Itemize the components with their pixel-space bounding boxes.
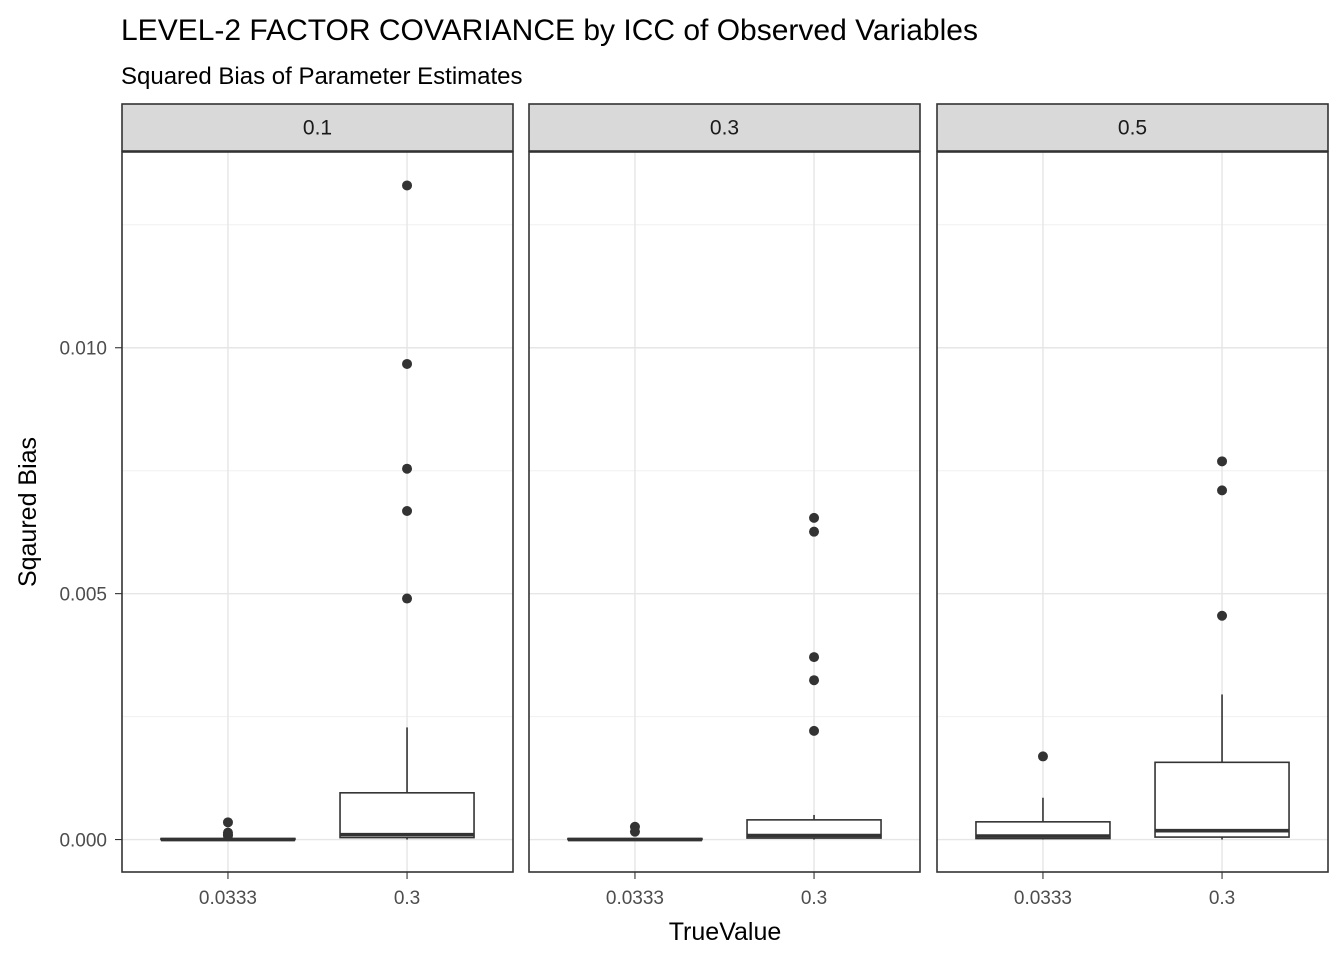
chart-subtitle: Squared Bias of Parameter Estimates <box>121 63 523 90</box>
y-tick-label: 0.000 <box>59 831 107 852</box>
outlier-point <box>222 830 233 841</box>
x-tick-label: 0.3 <box>1209 888 1235 909</box>
facet-panel: 0.5 0.0333 0.3 <box>936 103 1329 909</box>
boxplot <box>975 751 1111 840</box>
outlier-point <box>809 526 820 537</box>
outlier-point <box>1217 456 1228 467</box>
chart-title: LEVEL-2 FACTOR COVARIANCE by ICC of Obse… <box>121 14 978 47</box>
outlier-point <box>809 652 820 663</box>
outlier-point <box>402 358 413 369</box>
boxplot <box>746 512 882 840</box>
facet-strip <box>121 103 514 152</box>
facet-panel: 0.3 0.0333 0.3 <box>528 103 921 909</box>
outlier-point <box>402 593 413 604</box>
box <box>1154 761 1290 838</box>
outlier-point <box>1217 485 1228 496</box>
box <box>339 792 475 839</box>
x-tick-label: 0.0333 <box>199 888 257 909</box>
facet-strip-label: 0.1 <box>303 117 332 140</box>
outlier-point <box>222 817 233 828</box>
y-tick-label: 0.005 <box>59 585 107 606</box>
facet-panels: 0.1 0.0333 0.3 0.3 0.0333 0.3 0.5 0.0333 0.3 <box>121 103 1329 909</box>
x-tick-label: 0.0333 <box>1014 888 1072 909</box>
outlier-point <box>402 180 413 191</box>
panel-border <box>528 151 921 873</box>
y-axis: 0.000 0.005 0.010 <box>59 339 122 852</box>
y-tick-label: 0.010 <box>59 339 107 360</box>
x-tick-label: 0.3 <box>801 888 827 909</box>
outlier-point <box>1037 751 1048 762</box>
x-axis-title: TrueValue <box>669 918 782 946</box>
panel-border <box>121 151 514 873</box>
boxplot <box>339 180 475 840</box>
outlier-point <box>402 463 413 474</box>
boxplot <box>1154 456 1290 840</box>
y-axis-title: Sqaured Bias <box>14 437 42 587</box>
panel-border <box>936 151 1329 873</box>
outlier-point <box>1217 610 1228 621</box>
facet-strip <box>936 103 1329 152</box>
outlier-point <box>402 506 413 517</box>
boxplot <box>160 817 296 842</box>
outlier-point <box>629 826 640 837</box>
facet-strip-label: 0.3 <box>710 117 739 140</box>
x-tick-label: 0.3 <box>394 888 420 909</box>
facet-panel: 0.1 0.0333 0.3 <box>121 103 514 909</box>
x-tick-label: 0.0333 <box>606 888 664 909</box>
panel-background <box>122 152 513 872</box>
outlier-point <box>809 725 820 736</box>
panel-background <box>937 152 1328 872</box>
boxplot <box>567 821 703 842</box>
panel-background <box>529 152 920 872</box>
outlier-point <box>809 512 820 523</box>
facet-strip-label: 0.5 <box>1118 117 1147 140</box>
outlier-point <box>809 675 820 686</box>
box <box>746 819 882 839</box>
facet-strip <box>528 103 921 152</box>
